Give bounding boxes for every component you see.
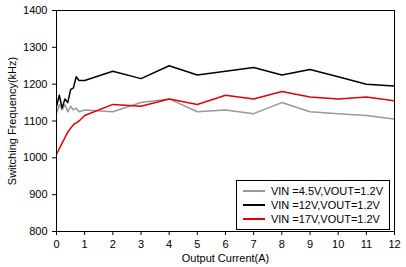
svg-text:3: 3 (138, 238, 144, 250)
svg-text:0: 0 (53, 238, 59, 250)
svg-text:800: 800 (29, 225, 47, 237)
svg-text:1100: 1100 (24, 115, 48, 127)
svg-text:1: 1 (82, 238, 88, 250)
svg-text:Switching Frequency(kHz): Switching Frequency(kHz) (6, 57, 18, 185)
svg-text:8: 8 (279, 238, 285, 250)
svg-text:1400: 1400 (23, 4, 47, 16)
svg-text:5: 5 (194, 238, 200, 250)
svg-text:10: 10 (332, 238, 344, 250)
svg-text:1200: 1200 (23, 78, 47, 90)
svg-text:4: 4 (166, 238, 172, 250)
svg-text:900: 900 (29, 188, 47, 200)
svg-text:1300: 1300 (23, 41, 47, 53)
svg-text:Output Current(A): Output Current(A) (182, 252, 269, 264)
svg-text:1000: 1000 (23, 151, 47, 163)
html-text:VIN =4.5V,VOUT=1.2V: VIN =4.5V,VOUT=1.2V (270, 185, 383, 197)
svg-text:2: 2 (110, 238, 116, 250)
html-text:VIN =17V,VOUT=1.2V: VIN =17V,VOUT=1.2V (270, 213, 380, 225)
svg-text:11: 11 (361, 238, 372, 250)
svg-text:7: 7 (251, 238, 257, 250)
svg-text:6: 6 (222, 238, 228, 250)
svg-text:9: 9 (307, 238, 313, 250)
html-text:VIN =12V,VOUT=1.2V: VIN =12V,VOUT=1.2V (270, 199, 380, 211)
svg-text:12: 12 (388, 238, 400, 250)
